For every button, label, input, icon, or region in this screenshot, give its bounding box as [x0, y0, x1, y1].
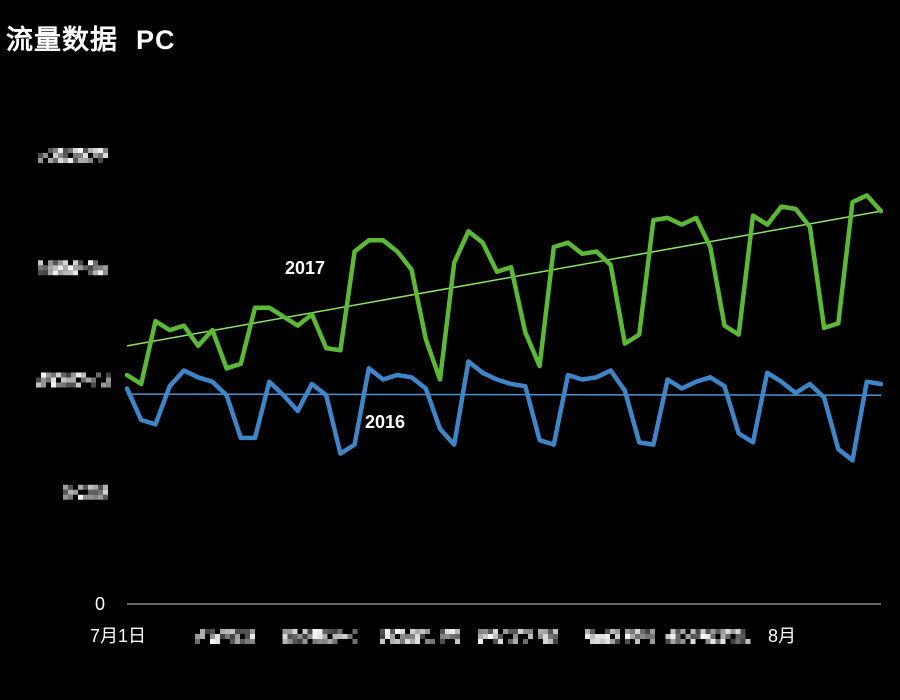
- series-line-2017: [124, 193, 884, 387]
- chart-title: 流量数据 PC: [6, 18, 176, 57]
- trend-layer: [126, 210, 882, 396]
- x-tick-label: 7月1日: [90, 626, 146, 646]
- x-tick-label-pixelated: [282, 629, 358, 644]
- x-tick-label: 8月: [768, 626, 796, 646]
- x-tick-label-pixelated: [665, 629, 751, 644]
- x-tick-label-pixelated: [478, 629, 558, 644]
- series-layer: [124, 193, 884, 463]
- y-tick-label-pixelated: [36, 372, 111, 388]
- y-tick-label-pixelated: [38, 148, 108, 163]
- chart-title-text: 流量数据: [6, 25, 118, 56]
- series-line-2016: [124, 359, 884, 463]
- x-tick-label-pixelated: [380, 629, 460, 644]
- trend-line-2016: [126, 393, 882, 396]
- chart-subtitle: PC: [136, 25, 176, 55]
- series-label-2017: 2017: [285, 258, 325, 278]
- y-tick-label-pixelated: [38, 260, 108, 276]
- y-tick-label: 0: [95, 594, 105, 614]
- y-tick-label-pixelated: [63, 484, 108, 500]
- axis-layer: 0 7月1日 8月: [36, 148, 881, 646]
- series-label-2016: 2016: [365, 412, 405, 432]
- trend-line-2017: [126, 210, 882, 347]
- x-tick-label-pixelated: [195, 629, 255, 644]
- label-layer: 2017 2016: [285, 258, 405, 432]
- x-tick-label-pixelated: [585, 629, 655, 644]
